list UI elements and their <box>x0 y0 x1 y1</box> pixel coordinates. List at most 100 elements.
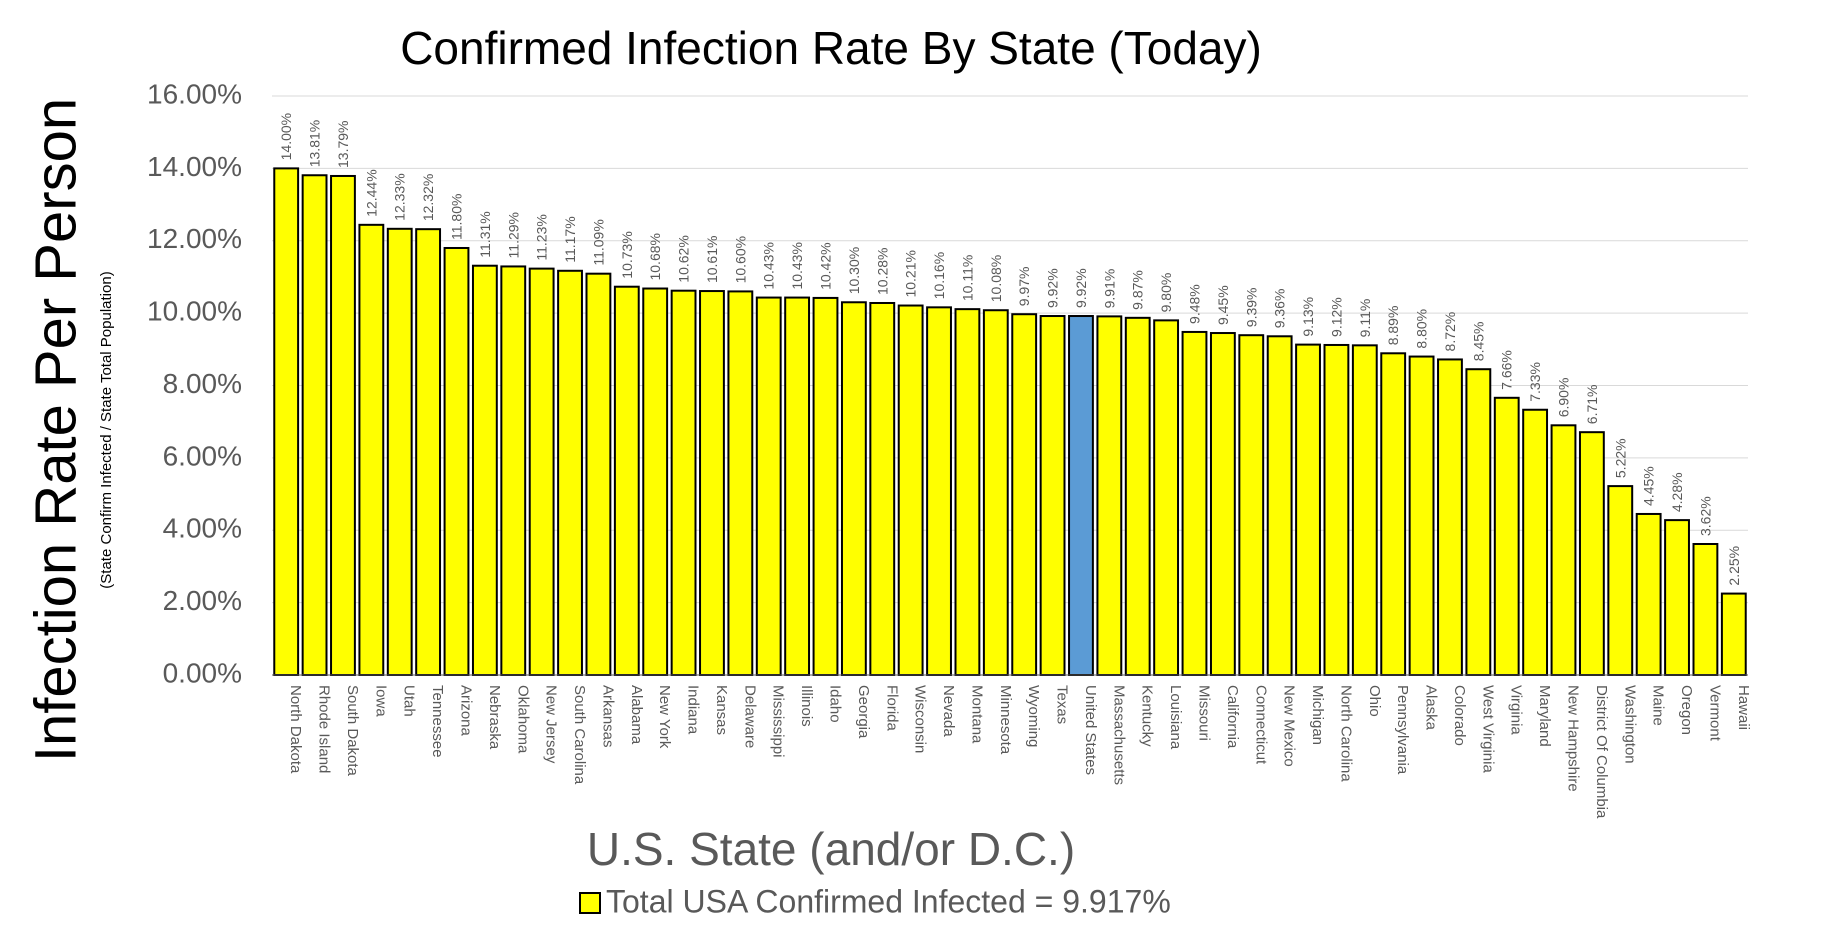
bar <box>812 296 839 676</box>
x-tick-label: Nevada <box>940 685 957 737</box>
bar <box>897 304 924 676</box>
x-tick-label: Hawaii <box>1735 685 1752 730</box>
x-tick-label: Virginia <box>1508 685 1525 735</box>
bar <box>1295 343 1321 676</box>
x-tick-label: Louisiana <box>1167 685 1184 750</box>
bar <box>1323 343 1350 676</box>
x-tick-label: Washington <box>1621 685 1638 764</box>
value-label: 7.66% <box>1499 350 1515 390</box>
x-tick-label: Indiana <box>685 685 702 735</box>
bar <box>1720 592 1747 676</box>
bar <box>699 290 725 676</box>
bar <box>557 269 583 676</box>
x-tick-label: Connecticut <box>1252 685 1269 765</box>
value-label: 10.16% <box>931 252 947 299</box>
bar <box>784 296 811 676</box>
x-tick-label: Massachusetts <box>1110 685 1127 785</box>
y-tick-label: 4.00% <box>163 513 242 544</box>
bar <box>273 167 300 676</box>
value-label: 9.13% <box>1300 297 1316 337</box>
value-label: 10.62% <box>676 235 692 282</box>
bar <box>926 306 952 676</box>
x-tick-label: Oregon <box>1678 685 1695 735</box>
value-label: 10.68% <box>647 233 663 280</box>
value-label: 3.62% <box>1697 496 1713 536</box>
bar <box>358 223 385 676</box>
bar <box>1181 330 1208 676</box>
value-label: 12.44% <box>363 169 379 216</box>
value-label: 6.71% <box>1584 384 1600 424</box>
value-label: 10.61% <box>704 236 720 283</box>
bar <box>1011 313 1038 676</box>
x-tick-label: Kentucky <box>1139 685 1156 747</box>
value-label: 4.28% <box>1669 472 1685 512</box>
bar <box>1380 352 1407 676</box>
value-label: 11.29% <box>505 212 521 258</box>
x-tick-label: Colorado <box>1451 685 1468 746</box>
bar <box>1465 368 1492 676</box>
x-tick-label: Missouri <box>1196 685 1213 741</box>
x-tick-label: Tennessee <box>429 685 446 758</box>
x-tick-label: Texas <box>1054 685 1071 724</box>
x-tick-label: Idaho <box>827 685 844 723</box>
x-tick-label: Montana <box>968 685 985 744</box>
bar <box>1039 315 1066 676</box>
y-tick-label: 6.00% <box>163 440 242 471</box>
bar <box>982 309 1009 676</box>
value-label: 14.00% <box>278 113 294 160</box>
value-label: 10.28% <box>874 248 890 295</box>
x-tick-label: Alaska <box>1423 685 1440 731</box>
x-tick-label: Maine <box>1650 685 1667 726</box>
x-tick-label: United States <box>1082 685 1099 775</box>
x-tick-label: Illinois <box>798 685 815 727</box>
value-label: 13.79% <box>335 120 351 167</box>
bar <box>1664 519 1690 676</box>
value-label: 10.42% <box>818 242 834 289</box>
x-tick-label: Mississippi <box>770 685 787 758</box>
value-label: 7.33% <box>1527 362 1543 402</box>
legend-label: Total USA Confirmed Infected = 9.917% <box>606 883 1171 919</box>
x-tick-label: Pennsylvania <box>1394 685 1411 775</box>
value-label: 9.92% <box>1073 268 1089 308</box>
bar <box>1493 396 1520 676</box>
value-label: 11.09% <box>590 219 606 265</box>
value-label: 10.73% <box>619 231 635 278</box>
value-label: 12.33% <box>392 173 408 220</box>
value-label: 2.25% <box>1726 546 1742 586</box>
legend-swatch <box>579 892 601 914</box>
value-label: 9.92% <box>1045 268 1061 308</box>
value-label: 13.81% <box>307 120 323 167</box>
y-axis-label: Infection Rate Per Person <box>23 98 88 762</box>
bar <box>415 228 442 676</box>
bar <box>471 264 498 676</box>
y-tick-label: 10.00% <box>147 296 242 327</box>
x-tick-label: Vermont <box>1706 685 1723 742</box>
x-tick-label: Alabama <box>628 685 645 745</box>
bar <box>1209 332 1236 676</box>
bar <box>1692 543 1719 676</box>
value-label: 9.48% <box>1187 284 1203 324</box>
bar <box>1266 335 1293 676</box>
x-tick-label: Ohio <box>1366 685 1383 717</box>
value-label: 10.21% <box>903 250 919 297</box>
bar <box>443 246 470 677</box>
value-label: 9.36% <box>1272 289 1288 329</box>
value-label: 10.11% <box>959 255 975 301</box>
value-label: 8.45% <box>1470 322 1486 362</box>
value-label: 11.17% <box>562 216 578 262</box>
x-tick-label: Florida <box>883 685 900 732</box>
value-label: 10.60% <box>732 236 748 283</box>
bar <box>1635 512 1662 677</box>
bar <box>1607 485 1634 676</box>
x-axis-label: U.S. State (and/or D.C.) <box>587 823 1075 875</box>
value-label: 10.30% <box>846 247 862 294</box>
x-tick-label: North Carolina <box>1337 685 1354 782</box>
x-tick-label: Rhode Island <box>316 685 333 773</box>
x-tick-label: South Dakota <box>344 685 361 777</box>
value-label: 9.11% <box>1357 299 1373 338</box>
y-tick-label: 2.00% <box>163 585 242 616</box>
x-tick-label: West Virginia <box>1479 685 1496 773</box>
value-label: 9.91% <box>1101 269 1117 309</box>
x-tick-label: California <box>1224 685 1241 749</box>
